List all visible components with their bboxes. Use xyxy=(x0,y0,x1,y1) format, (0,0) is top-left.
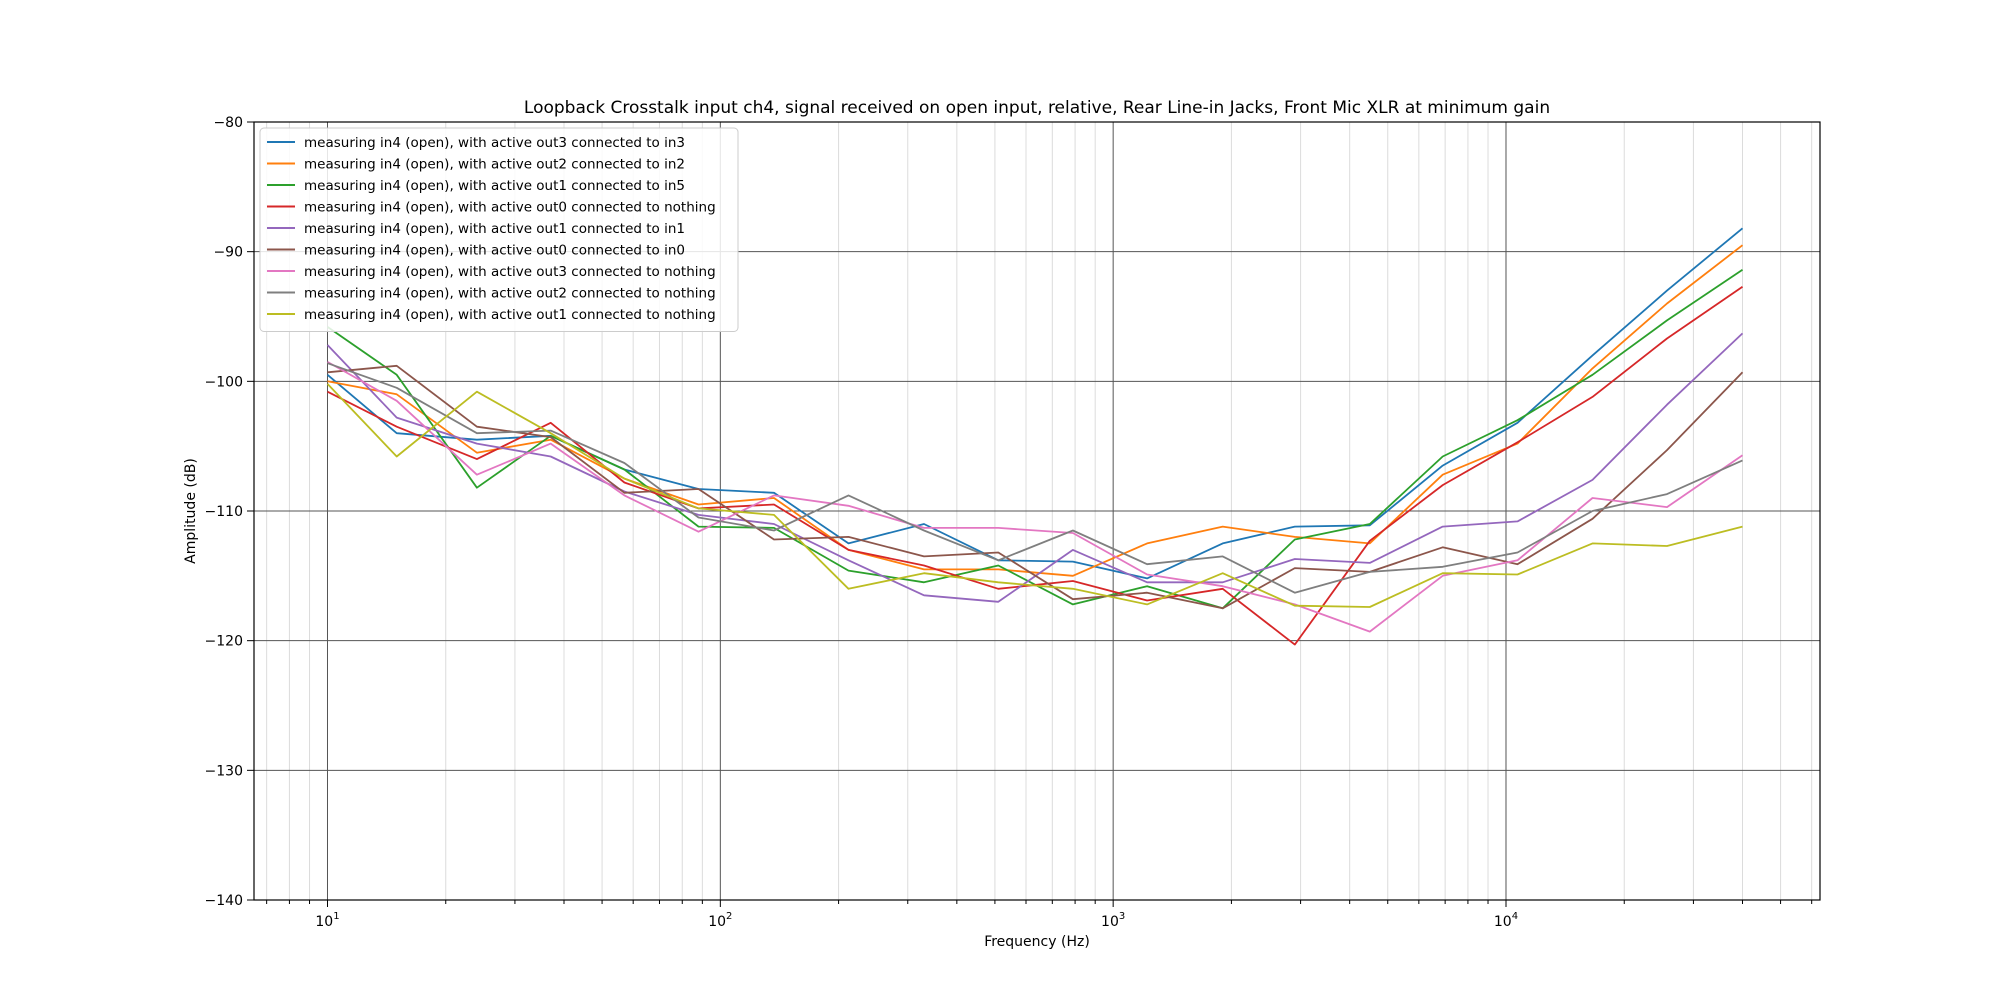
legend-entry: measuring in4 (open), with active out2 c… xyxy=(304,286,716,302)
legend-entry: measuring in4 (open), with active out1 c… xyxy=(304,221,685,237)
x-tick-label: 103 xyxy=(1101,911,1125,930)
series-line xyxy=(327,362,1743,594)
legend-entry: measuring in4 (open), with active out3 c… xyxy=(304,264,716,280)
tick-labels: 101 102 103 104 −140 −130 −120 −110 −100 −90 −80 xyxy=(205,115,1519,930)
legend-entry: measuring in4 (open), with active out0 c… xyxy=(304,200,716,216)
series-line xyxy=(327,364,1744,610)
legend-entry: measuring in4 (open), with active out1 c… xyxy=(304,178,685,194)
y-tick-label: −140 xyxy=(205,893,243,909)
x-axis-label: Frequency (Hz) xyxy=(984,934,1090,950)
y-tick-label: −130 xyxy=(205,763,243,779)
legend-entry: measuring in4 (open), with active out2 c… xyxy=(304,157,685,173)
series-lines xyxy=(326,227,1744,646)
x-tick-label: 104 xyxy=(1494,911,1518,930)
y-axis-label: Amplitude (dB) xyxy=(183,458,199,564)
legend-box xyxy=(259,127,739,332)
chart-title: Loopback Crosstalk input ch4, signal rec… xyxy=(524,98,1550,118)
legend: measuring in4 (open), with active out3 c… xyxy=(259,127,739,332)
series-line xyxy=(326,383,1743,608)
y-tick-label: −80 xyxy=(213,115,243,131)
legend-entry: measuring in4 (open), with active out1 c… xyxy=(304,307,716,323)
legend-entry: measuring in4 (open), with active out3 c… xyxy=(304,135,685,151)
legend-entry: measuring in4 (open), with active out0 c… xyxy=(304,243,685,259)
y-tick-label: −110 xyxy=(205,504,243,520)
series-line xyxy=(327,361,1744,633)
x-tick-label: 101 xyxy=(315,911,339,930)
x-tick-label: 102 xyxy=(708,911,732,930)
y-tick-label: −120 xyxy=(205,634,243,650)
y-tick-label: −90 xyxy=(213,245,243,261)
axis-ticks xyxy=(247,121,1813,907)
y-tick-label: −100 xyxy=(205,374,243,390)
